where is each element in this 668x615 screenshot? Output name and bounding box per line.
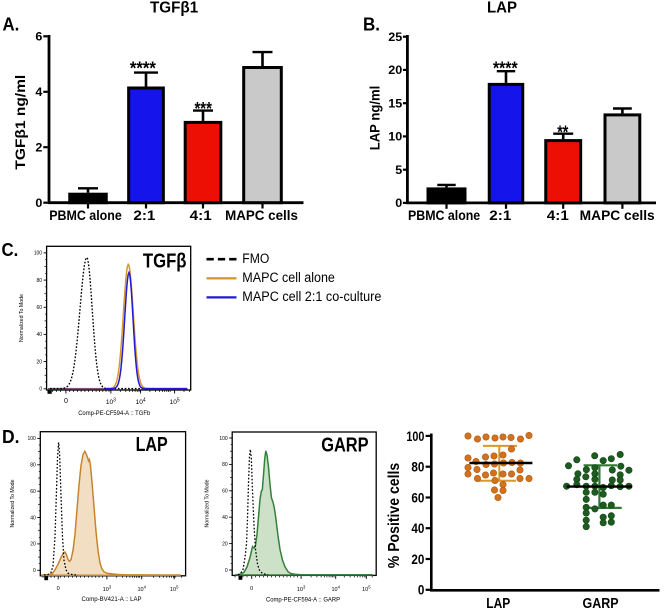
svg-text:**: ** <box>557 122 568 142</box>
svg-text:0: 0 <box>225 568 228 574</box>
svg-text:PBMC alone: PBMC alone <box>49 208 122 223</box>
svg-text:MAPC cell 2:1 co-culture: MAPC cell 2:1 co-culture <box>242 289 381 304</box>
svg-text:40: 40 <box>30 515 36 521</box>
svg-text:LAP: LAP <box>136 434 168 456</box>
svg-text:104: 104 <box>136 397 146 406</box>
svg-text:40: 40 <box>37 332 43 338</box>
svg-text:100: 100 <box>219 436 228 442</box>
svg-text:****: **** <box>130 58 156 78</box>
svg-text:Comp-BV421-A :: LAP: Comp-BV421-A :: LAP <box>82 597 142 603</box>
svg-text:80: 80 <box>30 463 36 469</box>
svg-text:103: 103 <box>103 585 112 593</box>
svg-text:LAP ng/ml: LAP ng/ml <box>368 86 383 151</box>
svg-text:105: 105 <box>362 585 371 593</box>
svg-text:40: 40 <box>411 521 424 536</box>
svg-text:100: 100 <box>34 251 43 257</box>
svg-text:MAPC cell alone: MAPC cell alone <box>242 270 335 285</box>
svg-text:PBMC alone: PBMC alone <box>408 208 481 223</box>
svg-text:B.: B. <box>363 15 380 35</box>
svg-text:103: 103 <box>297 585 306 593</box>
svg-text:80: 80 <box>411 460 424 475</box>
svg-text:4: 4 <box>35 87 43 99</box>
svg-text:TGFβ: TGFβ <box>143 250 187 273</box>
svg-text:0: 0 <box>250 586 253 592</box>
svg-text:5: 5 <box>395 165 403 177</box>
svg-text:100: 100 <box>27 436 36 442</box>
svg-text:TGFβ1: TGFβ1 <box>150 0 199 17</box>
svg-text:6: 6 <box>35 31 42 43</box>
svg-text:20: 20 <box>37 359 43 365</box>
svg-text:FMO: FMO <box>242 251 269 266</box>
svg-text:0: 0 <box>395 198 402 210</box>
svg-text:0: 0 <box>33 568 36 574</box>
svg-text:20: 20 <box>30 542 36 548</box>
svg-text:TGFβ1 ng/ml: TGFβ1 ng/ml <box>12 75 28 170</box>
svg-text:***: *** <box>195 99 212 119</box>
svg-text:D.: D. <box>2 427 20 447</box>
svg-text:60: 60 <box>411 490 424 505</box>
svg-text:Normalized To Mode: Normalized To Mode <box>10 480 16 528</box>
svg-text:LAP: LAP <box>486 596 510 610</box>
svg-text:25: 25 <box>388 32 403 44</box>
svg-text:100: 100 <box>406 429 424 444</box>
svg-text:MAPC cells: MAPC cells <box>225 208 298 223</box>
svg-text:60: 60 <box>37 305 43 311</box>
svg-text:MAPC cells: MAPC cells <box>580 208 655 223</box>
svg-text:LAP: LAP <box>487 0 517 17</box>
svg-text:GARP: GARP <box>583 596 619 610</box>
svg-text:4:1: 4:1 <box>547 208 569 223</box>
svg-text:0: 0 <box>64 398 68 405</box>
svg-text:60: 60 <box>222 489 228 495</box>
svg-text:A.: A. <box>3 15 20 35</box>
svg-text:****: **** <box>493 58 518 78</box>
svg-text:105: 105 <box>170 397 180 406</box>
svg-text:Normalized To Mode: Normalized To Mode <box>205 480 211 528</box>
svg-text:104: 104 <box>137 585 146 593</box>
svg-text:20: 20 <box>411 552 424 567</box>
svg-text:80: 80 <box>37 278 43 284</box>
svg-text:20: 20 <box>388 65 402 77</box>
svg-text:Normalized To Mode: Normalized To Mode <box>19 294 25 342</box>
svg-text:GARP: GARP <box>321 435 368 457</box>
svg-text:2:1: 2:1 <box>133 208 155 223</box>
svg-text:104: 104 <box>331 585 340 593</box>
svg-text:4:1: 4:1 <box>190 208 212 223</box>
svg-text:0: 0 <box>39 387 42 393</box>
svg-text:0: 0 <box>35 198 42 210</box>
svg-text:2: 2 <box>35 142 42 154</box>
svg-text:80: 80 <box>222 462 228 468</box>
svg-text:60: 60 <box>30 489 36 495</box>
svg-text:105: 105 <box>170 585 179 593</box>
svg-text:40: 40 <box>222 515 228 521</box>
svg-text:% Positive cells: % Positive cells <box>386 463 403 568</box>
svg-text:10: 10 <box>388 132 402 144</box>
svg-text:C.: C. <box>2 240 19 260</box>
svg-text:Comp-PE-CF594-A :: GARP: Comp-PE-CF594-A :: GARP <box>266 598 340 604</box>
svg-text:15: 15 <box>388 98 403 110</box>
svg-text:2:1: 2:1 <box>489 208 511 223</box>
svg-text:103: 103 <box>106 397 116 406</box>
svg-text:0: 0 <box>57 586 60 592</box>
svg-text:0: 0 <box>418 583 425 598</box>
svg-text:20: 20 <box>222 541 228 547</box>
svg-text:Comp-PE-CF594-A :: TGFb: Comp-PE-CF594-A :: TGFb <box>78 410 150 417</box>
